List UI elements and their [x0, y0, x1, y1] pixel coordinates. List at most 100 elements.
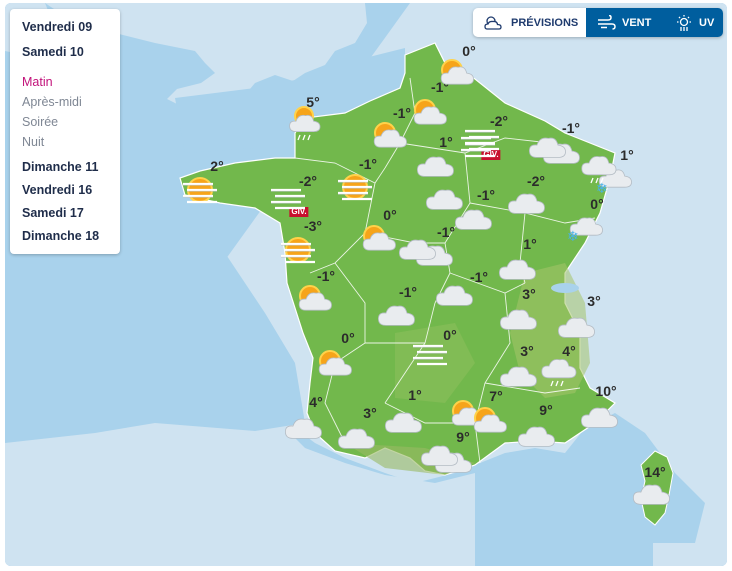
temperature-label: -1° [476, 187, 496, 203]
cloud-icon [374, 296, 420, 336]
svg-text:❄: ❄ [596, 181, 608, 197]
tab-vent[interactable]: VENT [586, 8, 665, 37]
temperature-label: 3° [363, 405, 377, 421]
temperature-label: 0° [383, 207, 397, 223]
cloud-icon [577, 398, 623, 438]
cloud-icon [334, 419, 380, 459]
uv-sun-icon [677, 14, 691, 31]
cloud-icon [525, 128, 571, 168]
temperature-label: 2° [210, 158, 224, 174]
temperature-label: -1° [398, 284, 418, 300]
sun-cloud-icon [432, 54, 478, 94]
temperature-label: -1° [392, 105, 412, 121]
sun-fog-icon [275, 230, 321, 270]
temperature-label: -3° [303, 218, 323, 234]
tab-previsions-label: PRÉVISIONS [511, 16, 579, 29]
temperature-label: -1° [469, 269, 489, 285]
tab-uv-label: UV [699, 16, 715, 29]
period-item[interactable]: Soirée [22, 115, 59, 129]
period-item[interactable]: Après-midi [22, 95, 82, 109]
tab-uv[interactable]: UV [665, 8, 723, 37]
period-item-active[interactable]: Matin [22, 75, 53, 89]
sun-cloud-icon [290, 280, 336, 320]
temperature-label: -1° [436, 224, 456, 240]
day-item[interactable]: Samedi 17 [22, 206, 84, 220]
sun-cloud-outline-icon [484, 15, 502, 30]
temperature-label: 0° [590, 196, 604, 212]
temperature-label: 1° [408, 387, 422, 403]
sun-cloud-rain-icon [282, 104, 328, 144]
period-item[interactable]: Nuit [22, 135, 45, 149]
sun-cloud-icon [310, 345, 356, 385]
frost-badge: GIV. [289, 207, 309, 217]
day-selector-panel: Vendredi 09 Samedi 10 Matin Après-midi S… [10, 9, 120, 254]
day-item[interactable]: Dimanche 18 [22, 229, 100, 243]
uk-landmass [45, 3, 367, 107]
sun-cloud-icon [365, 117, 411, 157]
sun-cloud-icon [405, 94, 451, 134]
cloud-icon [395, 230, 441, 270]
weather-map[interactable] [5, 3, 727, 566]
cloud-icon [629, 475, 675, 515]
temperature-label: -1° [316, 268, 336, 284]
lake-geneva [551, 283, 579, 293]
temperature-label: 1° [620, 147, 634, 163]
temperature-label: 0° [462, 43, 476, 59]
day-item[interactable]: Dimanche 11 [22, 160, 99, 174]
temperature-label: 0° [443, 327, 457, 343]
sun-cloud-icon [354, 220, 400, 260]
wind-icon [598, 14, 616, 30]
cloud-snow-icon: ❄ [565, 209, 611, 249]
cloud-icon [417, 436, 463, 476]
cloud-icon [413, 147, 459, 187]
temperature-label: -2° [489, 113, 509, 129]
temperature-label: 14° [644, 464, 666, 480]
temperature-label: 5° [306, 94, 320, 110]
fog-icon [457, 130, 503, 170]
cloud-icon [554, 308, 600, 348]
temperature-label: 9° [539, 402, 553, 418]
cloud-icon [514, 417, 560, 457]
temperature-label: 9° [456, 429, 470, 445]
svg-text:❄: ❄ [567, 229, 579, 245]
cloud-icon [504, 184, 550, 224]
temperature-label: 1° [439, 134, 453, 150]
fog-icon [409, 338, 455, 378]
temperature-label: 7° [489, 388, 503, 404]
temperature-label: 4° [309, 394, 323, 410]
cloud-rain-icon [537, 353, 583, 393]
cloud-icon [496, 300, 542, 340]
day-item[interactable]: Vendredi 16 [22, 183, 93, 197]
fog-icon [267, 182, 313, 222]
temperature-label: -1° [561, 120, 581, 136]
temperature-label: -1° [358, 156, 378, 172]
cloud-icon [281, 409, 327, 449]
cloud-icon [381, 403, 427, 443]
mediterranean-sea [475, 423, 665, 566]
cloud-icon [422, 180, 468, 220]
temperature-label: 0° [341, 330, 355, 346]
cloud-icon [432, 276, 478, 316]
day-item[interactable]: Samedi 10 [22, 45, 84, 59]
temperature-label: -2° [298, 173, 318, 189]
cloud-icon [451, 200, 497, 240]
day-item[interactable]: Vendredi 09 [22, 20, 93, 34]
cloud-rain-icon [577, 150, 623, 190]
alps-relief [510, 263, 590, 398]
temperature-label: 1° [523, 236, 537, 252]
temperature-label: 4° [562, 343, 576, 359]
sun-cloud-icon [465, 402, 511, 442]
cloud-icon [495, 250, 541, 290]
temperature-label: -2° [526, 173, 546, 189]
temperature-label: 3° [520, 343, 534, 359]
map-mode-tabs: PRÉVISIONS VENT UV [473, 8, 723, 37]
spain-landmass [5, 421, 475, 566]
cloud-icon [496, 357, 542, 397]
tab-vent-label: VENT [622, 16, 652, 29]
sun-fog-icon [177, 170, 223, 210]
tab-previsions[interactable]: PRÉVISIONS [473, 8, 586, 37]
temperature-label: 3° [522, 286, 536, 302]
sun-fog-icon [332, 167, 378, 207]
temperature-label: 3° [587, 293, 601, 309]
map-background [5, 3, 727, 566]
